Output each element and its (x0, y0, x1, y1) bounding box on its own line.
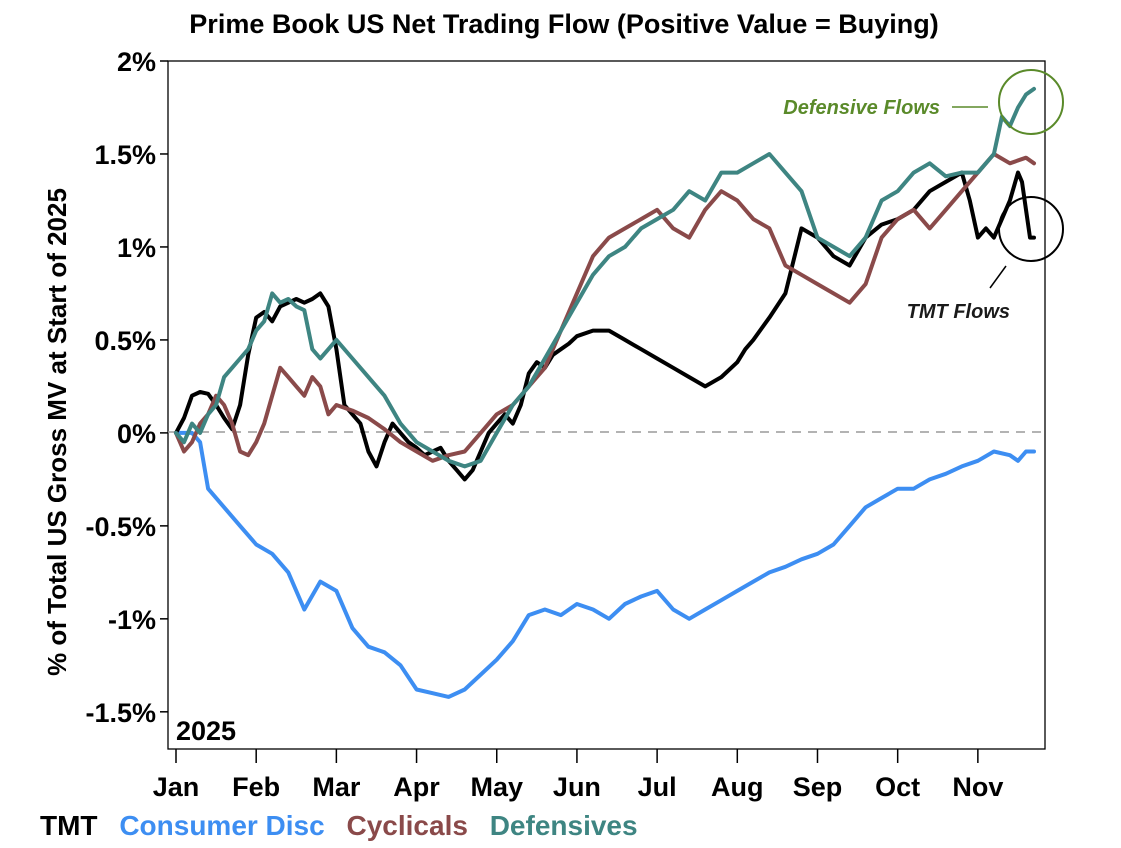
tmt-flows-leader (989, 265, 1007, 289)
y-tick-label: 1% (117, 233, 156, 263)
series-line-defensives (174, 86, 1036, 469)
x-tick-label: Oct (875, 772, 920, 802)
x-tick-label: May (470, 772, 523, 802)
x-tick-label: Jul (638, 772, 677, 802)
y-axis-ticks: 2% 1.5% 1% 0.5% 0% -0.5% -1% -1.5% (85, 47, 168, 728)
defensive-flows-circle (998, 69, 1064, 135)
x-tick-label: Nov (952, 772, 1003, 802)
tmt-flows-annotation: TMT Flows (907, 196, 1064, 323)
y-tick-label: -0.5% (85, 512, 156, 542)
x-tick-label: Sep (793, 772, 843, 802)
legend-consumer-disc: Consumer Disc (119, 810, 324, 841)
x-tick-label: Feb (232, 772, 280, 802)
defensive-flows-annotation: Defensive Flows (783, 69, 1064, 135)
y-tick-label: -1.5% (85, 698, 156, 728)
y-tick-label: -1% (108, 605, 156, 635)
tmt-flows-label: TMT Flows (907, 301, 1010, 323)
x-axis-ticks: Jan Feb Mar Apr May Jun Jul Aug Sep Oct Nov (153, 749, 1003, 802)
x-tick-label: Jan (153, 772, 200, 802)
legend: TMT Consumer Disc Cyclicals Defensives (40, 810, 638, 841)
x-tick-label: Mar (312, 772, 361, 802)
legend-tmt: TMT (40, 810, 98, 841)
legend-cyclicals: Cyclicals (347, 810, 468, 841)
series-line-cyclicals (174, 152, 1036, 463)
y-tick-label: 0% (117, 419, 156, 449)
y-tick-label: 1.5% (94, 140, 156, 170)
chart-title: Prime Book US Net Trading Flow (Positive… (189, 9, 938, 39)
series-line-consumer-disc (174, 430, 1036, 699)
y-axis-label: % of Total US Gross MV at Start of 2025 (42, 188, 72, 676)
tmt-flows-circle (998, 196, 1064, 262)
plot-frame (167, 60, 1046, 750)
x-tick-label: Apr (393, 772, 440, 802)
y-tick-label: 2% (117, 47, 156, 77)
legend-text: TMT Consumer Disc Cyclicals Defensives (40, 810, 638, 841)
defensive-flows-label: Defensive Flows (783, 97, 940, 119)
x-tick-label: Aug (711, 772, 763, 802)
series-layer (174, 86, 1036, 699)
y-tick-label: 0.5% (94, 326, 156, 356)
legend-defensives: Defensives (490, 810, 638, 841)
year-label: 2025 (176, 716, 236, 746)
series-line-tmt (174, 170, 1036, 482)
x-tick-label: Jun (553, 772, 601, 802)
